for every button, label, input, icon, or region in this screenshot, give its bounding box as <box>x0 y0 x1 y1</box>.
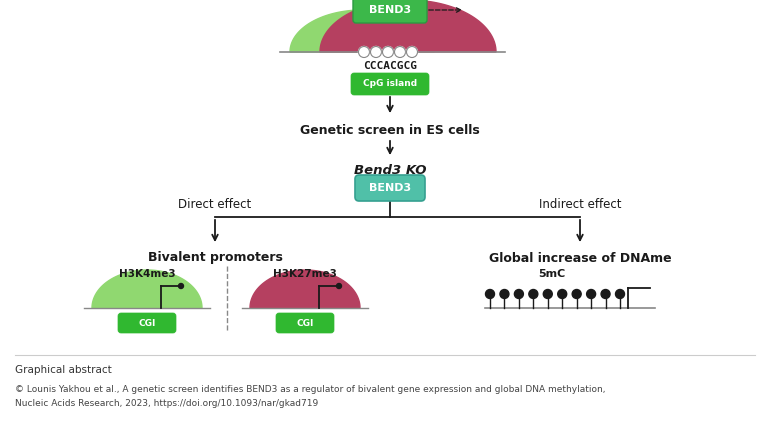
Circle shape <box>514 289 524 299</box>
Circle shape <box>500 289 509 299</box>
FancyBboxPatch shape <box>276 313 334 333</box>
FancyBboxPatch shape <box>351 73 429 95</box>
Text: CCCACGCG: CCCACGCG <box>363 61 417 71</box>
Text: Direct effect: Direct effect <box>179 198 252 211</box>
Circle shape <box>529 289 537 299</box>
Text: Indirect effect: Indirect effect <box>539 198 621 211</box>
FancyBboxPatch shape <box>118 313 176 333</box>
Text: Bivalent promoters: Bivalent promoters <box>148 251 283 264</box>
Circle shape <box>179 283 183 289</box>
Text: H3K4me3: H3K4me3 <box>119 269 176 279</box>
Text: 5mC: 5mC <box>538 269 566 279</box>
Circle shape <box>615 289 624 299</box>
FancyBboxPatch shape <box>353 0 427 23</box>
Circle shape <box>336 283 342 289</box>
Circle shape <box>383 46 393 57</box>
Circle shape <box>359 46 370 57</box>
Circle shape <box>572 289 581 299</box>
Polygon shape <box>320 0 496 52</box>
Text: Graphical abstract: Graphical abstract <box>15 365 112 375</box>
Text: CGI: CGI <box>296 319 313 328</box>
Text: © Lounis Yakhou et al., A genetic screen identifies BEND3 as a regulator of biva: © Lounis Yakhou et al., A genetic screen… <box>15 385 605 394</box>
Circle shape <box>370 46 381 57</box>
Text: BEND3: BEND3 <box>369 183 411 193</box>
Text: Genetic screen in ES cells: Genetic screen in ES cells <box>300 124 480 137</box>
Text: CpG island: CpG island <box>363 79 417 89</box>
FancyBboxPatch shape <box>355 175 425 201</box>
Circle shape <box>587 289 596 299</box>
Polygon shape <box>290 10 434 52</box>
Circle shape <box>544 289 552 299</box>
Text: H3K27me3: H3K27me3 <box>273 269 337 279</box>
Text: Global increase of DNAme: Global increase of DNAme <box>489 251 671 264</box>
Circle shape <box>601 289 610 299</box>
Text: CGI: CGI <box>139 319 156 328</box>
Text: BEND3: BEND3 <box>369 5 411 15</box>
Polygon shape <box>250 270 360 308</box>
Text: Bend3 KO: Bend3 KO <box>353 164 427 178</box>
Circle shape <box>394 46 406 57</box>
Polygon shape <box>92 270 202 308</box>
Circle shape <box>407 46 417 57</box>
Circle shape <box>557 289 567 299</box>
Circle shape <box>486 289 494 299</box>
Text: Nucleic Acids Research, 2023, https://doi.org/10.1093/nar/gkad719: Nucleic Acids Research, 2023, https://do… <box>15 399 318 408</box>
